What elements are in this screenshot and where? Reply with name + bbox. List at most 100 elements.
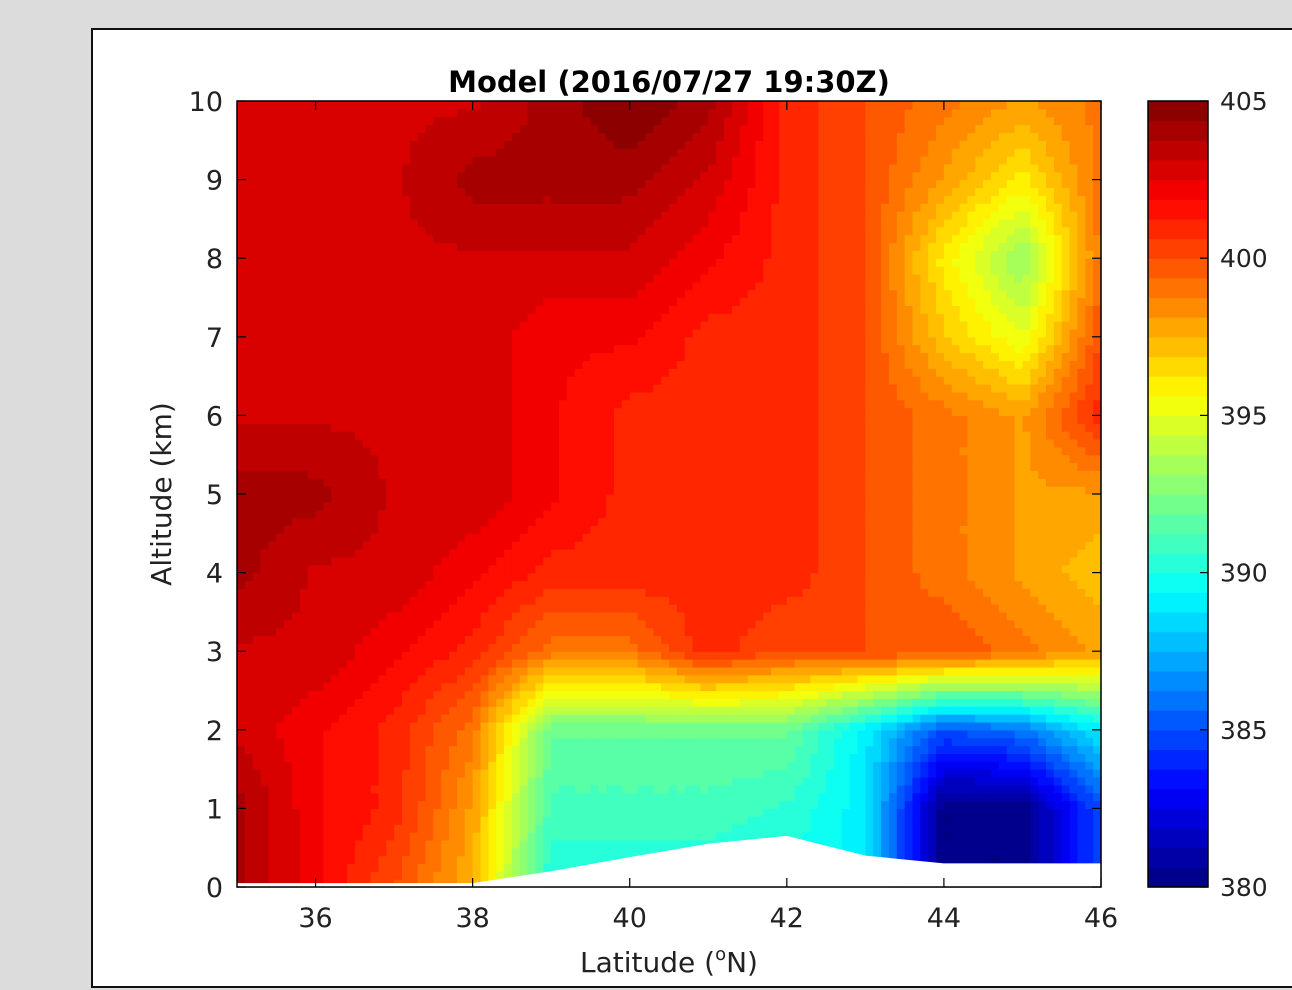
heat-cell bbox=[669, 761, 678, 770]
heat-cell bbox=[598, 666, 607, 676]
heat-cell bbox=[284, 729, 293, 739]
heat-cell bbox=[425, 674, 434, 684]
heat-cell bbox=[794, 706, 804, 715]
heat-cell bbox=[614, 816, 623, 825]
heat-cell bbox=[1006, 659, 1016, 668]
heat-cell bbox=[833, 611, 843, 621]
heat-cell bbox=[723, 737, 733, 747]
heat-cell bbox=[818, 761, 827, 770]
heat-cell bbox=[1069, 776, 1079, 786]
heat-cell bbox=[315, 549, 324, 558]
heat-cell bbox=[653, 737, 662, 747]
heat-cell bbox=[291, 604, 301, 613]
heat-cell bbox=[983, 635, 992, 644]
heat-cell bbox=[370, 855, 379, 865]
heat-cell bbox=[1077, 556, 1086, 566]
heat-cell bbox=[1046, 784, 1055, 794]
heat-cell bbox=[323, 831, 332, 841]
heat-cell bbox=[692, 643, 702, 652]
heat-cell bbox=[967, 729, 976, 739]
heat-cell bbox=[983, 690, 992, 699]
heat-cell bbox=[566, 635, 576, 644]
heat-cell bbox=[307, 690, 317, 699]
heat-cell bbox=[912, 831, 921, 841]
heat-cell bbox=[865, 816, 874, 825]
heat-cell bbox=[488, 761, 497, 770]
heat-cell bbox=[268, 643, 277, 652]
heat-cell bbox=[433, 604, 442, 613]
heat-cell bbox=[802, 831, 811, 841]
heat-cell bbox=[1006, 604, 1016, 613]
heat-cell bbox=[1030, 737, 1039, 747]
heat-cell bbox=[252, 847, 262, 857]
heat-cell bbox=[653, 706, 662, 715]
heat-cell bbox=[723, 604, 733, 613]
heat-cell bbox=[857, 541, 866, 550]
heat-cell bbox=[480, 533, 489, 542]
heat-cell bbox=[535, 745, 544, 754]
heat-cell bbox=[346, 690, 356, 699]
heat-cell bbox=[1030, 604, 1039, 613]
heat-cell bbox=[291, 541, 301, 550]
heat-cell bbox=[543, 745, 552, 754]
heat-cell bbox=[645, 643, 654, 652]
heat-cell bbox=[1046, 690, 1055, 699]
heat-cell bbox=[354, 847, 364, 857]
heat-cell bbox=[488, 839, 497, 849]
heat-cell bbox=[582, 588, 592, 597]
heat-cell bbox=[1061, 816, 1071, 825]
heat-cell bbox=[881, 580, 890, 589]
heat-cell bbox=[794, 556, 804, 566]
heat-cell bbox=[519, 706, 529, 715]
heat-cell bbox=[1006, 596, 1016, 605]
heat-cell bbox=[331, 572, 340, 582]
heat-cell bbox=[268, 729, 277, 739]
heat-cell bbox=[716, 706, 725, 715]
heat-cell bbox=[833, 572, 843, 582]
heat-cell bbox=[417, 549, 427, 558]
heat-cell bbox=[904, 721, 914, 731]
heat-cell bbox=[1061, 588, 1071, 597]
heat-cell bbox=[511, 847, 521, 857]
heat-cell bbox=[614, 611, 623, 621]
heat-cell bbox=[354, 761, 364, 770]
heat-cell bbox=[818, 604, 827, 613]
heat-cell bbox=[354, 714, 364, 723]
heat-cell bbox=[441, 706, 450, 715]
heat-cell bbox=[747, 564, 756, 574]
heat-cell bbox=[920, 659, 929, 668]
heat-cell bbox=[998, 588, 1008, 597]
heat-cell bbox=[582, 714, 592, 723]
heat-cell bbox=[268, 635, 277, 644]
heat-cell bbox=[504, 556, 513, 566]
heat-cell bbox=[527, 729, 537, 739]
heat-cell bbox=[943, 761, 953, 770]
heat-cell bbox=[778, 541, 788, 550]
heat-cell bbox=[959, 541, 969, 550]
heat-cell bbox=[456, 533, 466, 542]
heat-cell bbox=[551, 769, 560, 778]
heat-cell bbox=[920, 549, 929, 558]
heat-cell bbox=[401, 871, 411, 880]
heat-cell bbox=[826, 706, 835, 715]
heat-cell bbox=[504, 666, 513, 676]
heat-cell bbox=[637, 659, 647, 668]
heat-cell bbox=[881, 604, 890, 613]
heat-cell bbox=[1006, 792, 1016, 802]
heat-cell bbox=[692, 769, 702, 778]
heat-cell bbox=[535, 659, 544, 668]
heat-cell bbox=[692, 564, 702, 574]
heat-cell bbox=[519, 729, 529, 739]
heat-cell bbox=[857, 831, 866, 841]
heat-cell bbox=[637, 800, 647, 809]
heat-cell bbox=[747, 541, 756, 550]
heat-cell bbox=[244, 714, 254, 723]
heat-cell bbox=[873, 564, 882, 574]
heat-cell bbox=[888, 729, 898, 739]
heat-cell bbox=[276, 776, 285, 786]
heat-cell bbox=[614, 745, 623, 754]
heat-cell bbox=[614, 776, 623, 786]
heat-cell bbox=[386, 643, 395, 652]
heat-cell bbox=[865, 800, 874, 809]
heat-cell bbox=[669, 674, 678, 684]
